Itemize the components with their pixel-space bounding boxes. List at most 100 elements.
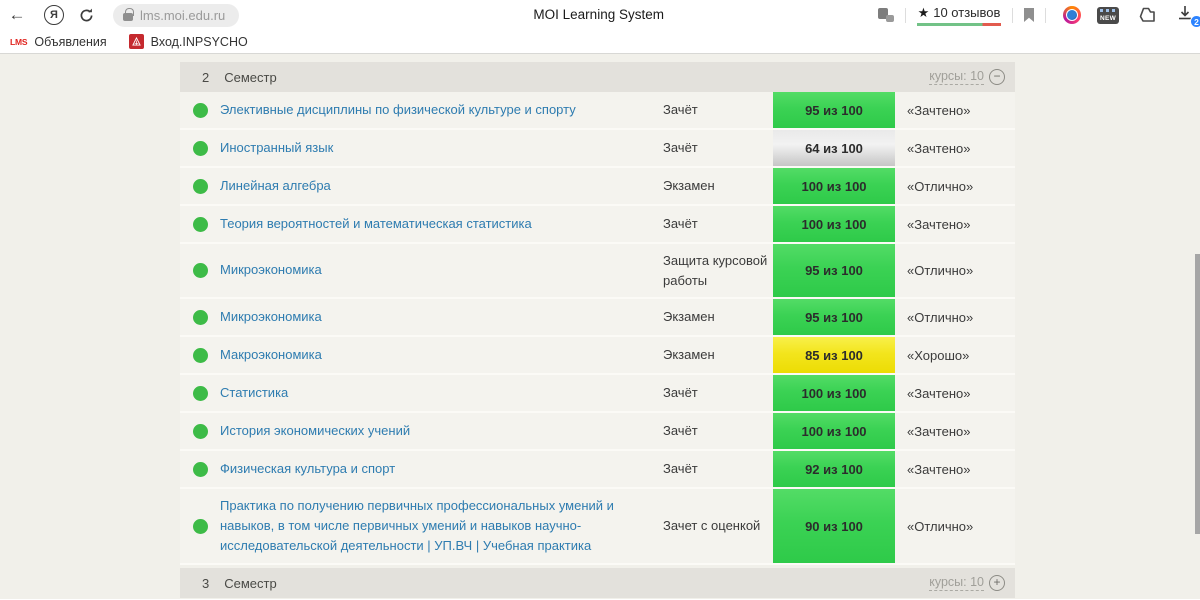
grade-text: «Зачтено» — [907, 216, 971, 232]
score-badge: 95 из 100 — [773, 92, 895, 128]
score-badge: 100 из 100 — [773, 413, 895, 449]
grade-text: «Зачтено» — [907, 102, 971, 118]
bookmark-icon[interactable] — [1022, 7, 1036, 23]
status-dot-cell — [180, 451, 220, 487]
course-link[interactable]: Элективные дисциплины по физической куль… — [220, 101, 576, 117]
downloads-button[interactable]: 2 — [1174, 2, 1200, 28]
star-icon: ★ — [917, 4, 930, 20]
score-badge: 100 из 100 — [773, 375, 895, 411]
courses-count-link[interactable]: курсы: 10 — [929, 69, 984, 85]
course-link[interactable]: Теория вероятностей и математическая ста… — [220, 215, 532, 231]
score-cell: 85 из 100 — [773, 337, 895, 373]
lock-icon — [123, 8, 134, 21]
course-link[interactable]: Микроэкономика — [220, 262, 322, 278]
extension-tag-icon[interactable] — [1137, 7, 1156, 24]
score-cell: 95 из 100 — [773, 92, 895, 128]
reviews-count-label: 10 отзывов — [933, 5, 1001, 20]
extension-browser-icon[interactable] — [1063, 6, 1081, 24]
course-link[interactable]: Практика по получению первичных професси… — [220, 498, 614, 554]
score-badge: 92 из 100 — [773, 451, 895, 487]
semester-number: 2 — [202, 69, 210, 85]
bookmark-item-announcements[interactable]: LMS Объявления — [10, 35, 107, 49]
course-name-cell: Практика по получению первичных професси… — [220, 489, 663, 563]
grade-text: «Отлично» — [907, 309, 974, 325]
yandex-icon[interactable]: Я — [44, 5, 64, 25]
url-text: lms.moi.edu.ru — [140, 7, 226, 23]
score-cell: 95 из 100 — [773, 244, 895, 297]
extension-new-icon[interactable]: NEW — [1097, 6, 1119, 24]
status-dot-cell — [180, 489, 220, 563]
reviews-rating-bar — [917, 22, 1001, 26]
course-name-cell: Линейная алгебра — [220, 168, 663, 204]
status-dot-green — [192, 309, 208, 325]
score-cell: 64 из 100 — [773, 130, 895, 166]
bookmark-item-inpsycho[interactable]: Вход.INPSYCHO — [128, 34, 248, 49]
course-link[interactable]: История экономических учений — [220, 422, 411, 438]
status-dot-green — [192, 178, 208, 194]
divider — [1045, 7, 1046, 23]
browser-chrome: ← Я lms.moi.edu.ru MOI Learning System ★… — [0, 0, 1200, 30]
status-dot-cell — [180, 413, 220, 449]
course-row: Теория вероятностей и математическая ста… — [180, 206, 1015, 244]
course-link[interactable]: Иностранный язык — [220, 139, 334, 155]
course-name-cell: Микроэкономика — [220, 299, 663, 335]
score-cell: 100 из 100 — [773, 413, 895, 449]
course-row: Микроэкономика Экзамен 95 из 100 «Отличн… — [180, 299, 1015, 337]
course-row: Физическая культура и спорт Зачёт 92 из … — [180, 451, 1015, 489]
downloads-count-badge: 2 — [1190, 15, 1200, 28]
course-name-cell: Элективные дисциплины по физической куль… — [220, 92, 663, 128]
course-link[interactable]: Физическая культура и спорт — [220, 460, 396, 476]
exam-type: Зачёт — [663, 461, 698, 477]
inpsycho-favicon — [128, 34, 144, 49]
exam-type: Зачёт — [663, 102, 698, 118]
page-scrollbar[interactable] — [1195, 254, 1200, 534]
score-badge: 100 из 100 — [773, 168, 895, 204]
course-row: Статистика Зачёт 100 из 100 «Зачтено» — [180, 375, 1015, 413]
course-row: Микроэкономика Защита курсовой работы 95… — [180, 244, 1015, 299]
semester-number: 3 — [202, 575, 210, 591]
semester-3-header: 3 Семестр курсы: 10 + — [180, 568, 1015, 599]
divider — [905, 7, 906, 23]
back-button[interactable]: ← — [8, 5, 26, 24]
site-messenger-icon[interactable] — [878, 8, 894, 22]
exam-type: Экзамен — [663, 347, 715, 363]
status-dot-cell — [180, 375, 220, 411]
score-badge: 95 из 100 — [773, 299, 895, 335]
status-dot-cell — [180, 130, 220, 166]
score-cell: 100 из 100 — [773, 206, 895, 242]
exam-type: Зачет с оценкой — [663, 518, 761, 534]
score-badge: 64 из 100 — [773, 130, 895, 166]
course-row: Макроэкономика Экзамен 85 из 100 «Хорошо… — [180, 337, 1015, 375]
course-name-cell: Статистика — [220, 375, 663, 411]
course-link[interactable]: Линейная алгебра — [220, 177, 331, 193]
semester-label: Семестр — [224, 575, 277, 591]
courses-count-link[interactable]: курсы: 10 — [929, 575, 984, 592]
page-content: 2 Семестр курсы: 10 − Элективные дисципл… — [0, 54, 1200, 599]
status-dot-green — [192, 461, 208, 477]
divider — [1012, 7, 1013, 23]
score-badge: 85 из 100 — [773, 337, 895, 373]
status-dot-green — [192, 140, 208, 156]
status-dot-green — [192, 216, 208, 232]
score-cell: 92 из 100 — [773, 451, 895, 487]
course-link[interactable]: Статистика — [220, 384, 289, 400]
score-cell: 95 из 100 — [773, 299, 895, 335]
status-dot-green — [192, 347, 208, 363]
course-name-cell: Теория вероятностей и математическая ста… — [220, 206, 663, 242]
score-badge: 100 из 100 — [773, 206, 895, 242]
semester-label: Семестр — [224, 69, 277, 85]
site-reviews-button[interactable]: ★ 10 отзывов — [917, 5, 1001, 26]
address-bar[interactable]: lms.moi.edu.ru — [113, 3, 240, 27]
course-link[interactable]: Макроэкономика — [220, 346, 322, 362]
grade-text: «Зачтено» — [907, 423, 971, 439]
expand-semester-button[interactable]: + — [989, 575, 1005, 592]
gradebook-table: 2 Семестр курсы: 10 − Элективные дисципл… — [180, 62, 1015, 599]
collapse-semester-button[interactable]: − — [989, 69, 1005, 85]
score-badge: 90 из 100 — [773, 489, 895, 564]
score-badge: 95 из 100 — [773, 244, 895, 297]
course-row: Линейная алгебра Экзамен 100 из 100 «Отл… — [180, 168, 1015, 206]
refresh-button[interactable] — [78, 7, 95, 24]
course-link[interactable]: Микроэкономика — [220, 308, 322, 324]
bookmark-label: Объявления — [34, 34, 107, 49]
lms-favicon: LMS — [10, 36, 28, 47]
